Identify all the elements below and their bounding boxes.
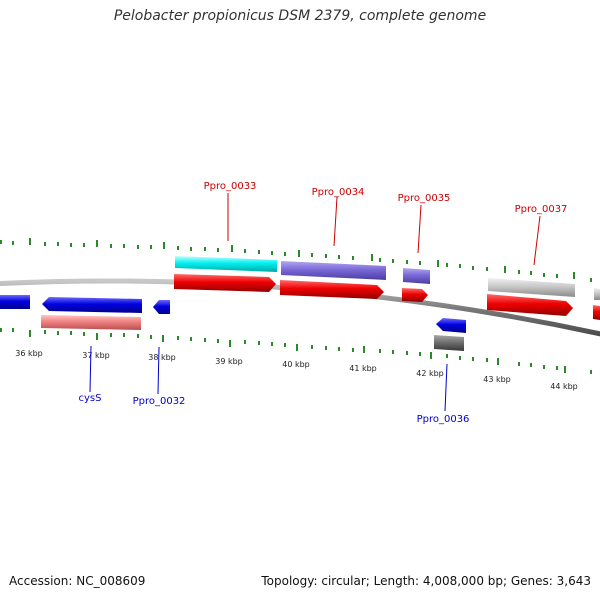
gene-label-ppro-0034[interactable]: Ppro_0034 <box>312 187 365 198</box>
scale-label: 44 kbp <box>550 382 578 391</box>
leader-line <box>533 215 541 266</box>
outer-tick-track <box>0 238 592 282</box>
leader-line <box>417 204 422 254</box>
gene-purple-block-1[interactable] <box>281 261 386 280</box>
gene-label-ppro-0032[interactable]: Ppro_0032 <box>133 396 186 407</box>
gene-red-edge-arrow[interactable] <box>593 305 600 320</box>
reverse-strand-genes <box>0 295 466 351</box>
scale-label: 41 kbp <box>349 364 377 373</box>
gene-label-ppro-0036[interactable]: Ppro_0036 <box>417 414 470 425</box>
leader-line <box>444 363 448 412</box>
scale-label: 39 kbp <box>215 357 243 366</box>
scale-label: 43 kbp <box>483 375 511 384</box>
reverse-gene-labels: cysS Ppro_0032 Ppro_0036 <box>79 345 470 425</box>
forward-gene-labels: Ppro_0033 Ppro_0034 Ppro_0035 Ppro_0037 <box>204 181 568 266</box>
gene-pink-block[interactable] <box>41 315 141 330</box>
inner-tick-track <box>0 328 592 374</box>
gene-dark-gray-block[interactable] <box>434 335 464 351</box>
scale-label: 42 kbp <box>416 369 444 378</box>
scale-label: 38 kbp <box>148 353 176 362</box>
gene-ppro-0034-arrow[interactable] <box>280 280 384 299</box>
genome-summary-text: Topology: circular; Length: 4,008,000 bp… <box>261 574 591 588</box>
scale-label: 36 kbp <box>15 349 43 358</box>
gene-label-cyss[interactable]: cysS <box>79 393 102 404</box>
forward-strand-genes <box>174 256 600 320</box>
gene-ppro-0036-arrow[interactable] <box>436 318 466 333</box>
gene-ppro-0033-arrow[interactable] <box>174 274 276 292</box>
gene-label-ppro-0033[interactable]: Ppro_0033 <box>204 181 257 192</box>
gene-label-ppro-0035[interactable]: Ppro_0035 <box>398 193 451 204</box>
gene-cyan-block[interactable] <box>175 256 277 272</box>
gene-blue-left-edge[interactable] <box>0 295 30 309</box>
leader-line <box>157 346 160 395</box>
scale-labels: 36 kbp 37 kbp 38 kbp 39 kbp 40 kbp 41 kb… <box>15 349 578 391</box>
gene-gray-block-edge[interactable] <box>594 288 600 300</box>
gene-label-ppro-0037[interactable]: Ppro_0037 <box>515 204 568 215</box>
gene-gray-block[interactable] <box>488 278 575 297</box>
gene-cyss-arrow[interactable] <box>42 297 142 313</box>
leader-line <box>89 345 92 393</box>
map-title: Pelobacter propionicus DSM 2379, complet… <box>113 8 487 24</box>
gene-ppro-0035-arrow[interactable] <box>402 288 428 302</box>
gene-ppro-0032-arrow[interactable] <box>153 300 170 314</box>
gene-purple-block-2[interactable] <box>403 268 430 284</box>
scale-label: 40 kbp <box>282 360 310 369</box>
gene-ppro-0037-arrow[interactable] <box>487 294 573 316</box>
scale-label: 37 kbp <box>82 351 110 360</box>
accession-text: Accession: NC_008609 <box>9 574 146 588</box>
leader-line <box>333 196 338 247</box>
